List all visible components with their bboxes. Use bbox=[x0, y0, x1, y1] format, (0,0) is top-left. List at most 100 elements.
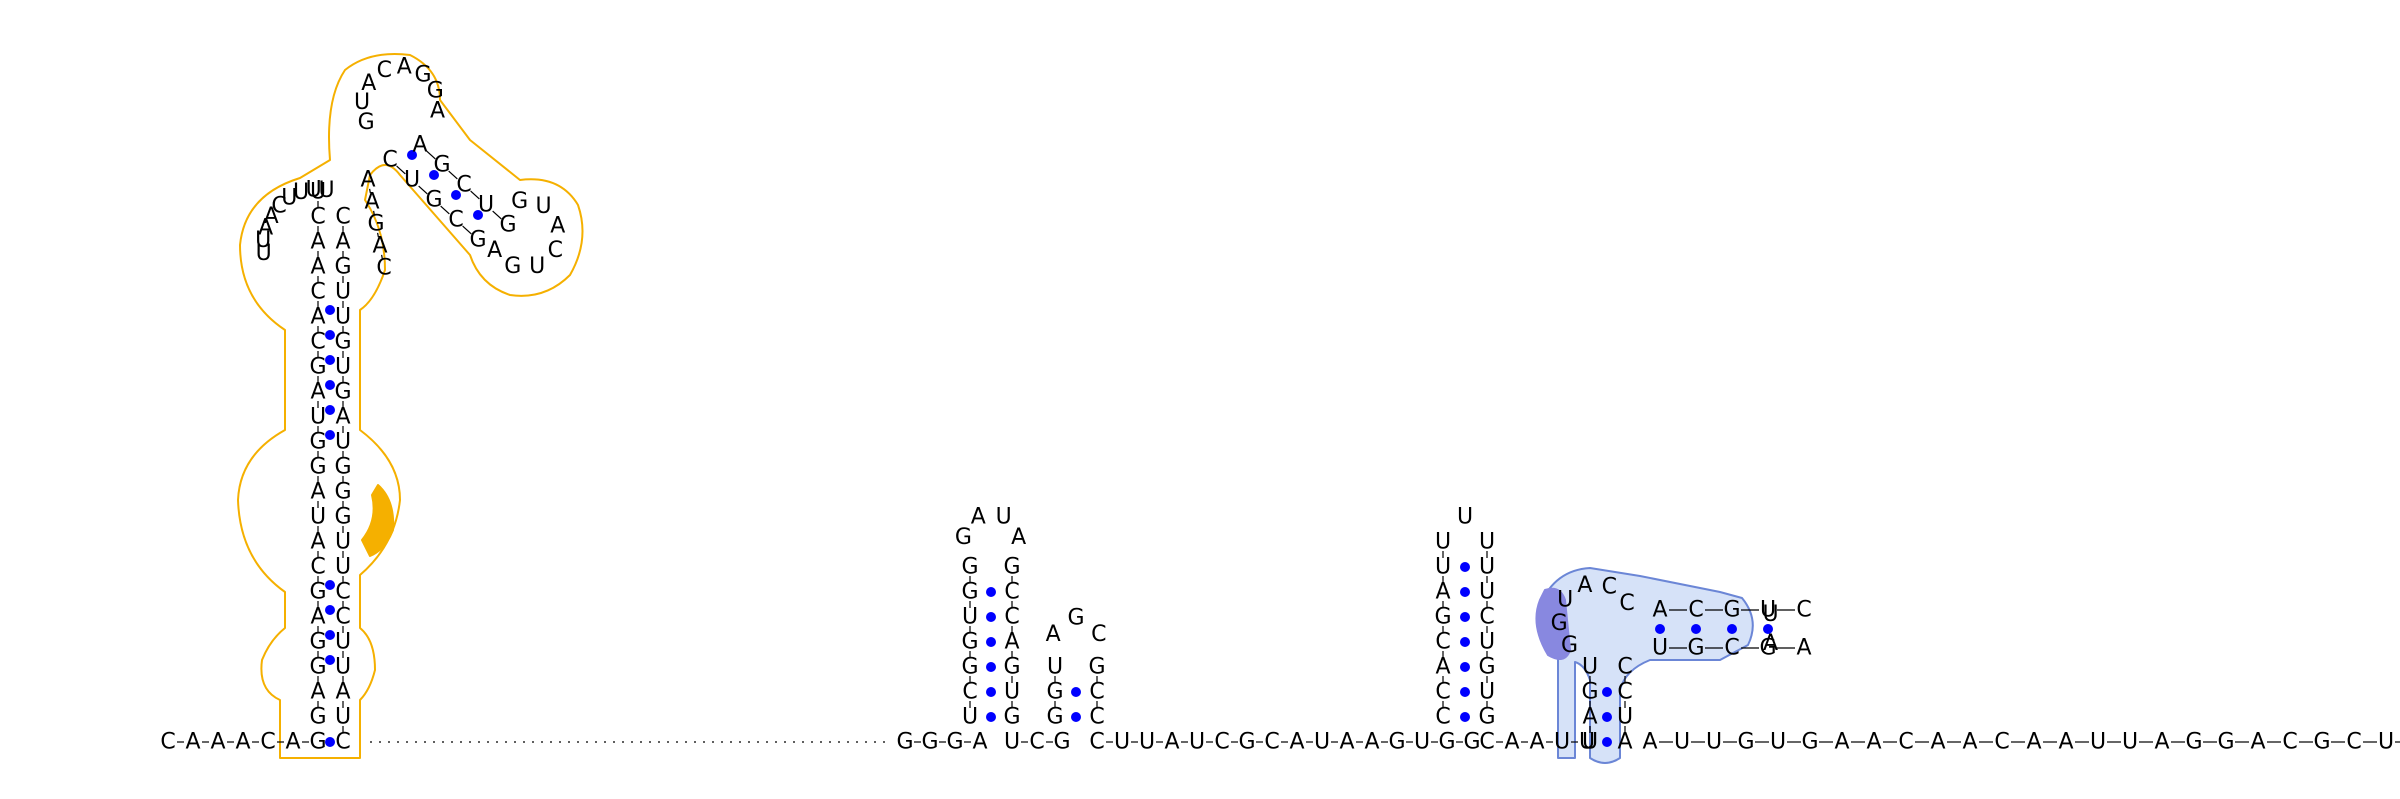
nucleotide-3prime: U bbox=[1706, 730, 1722, 755]
nucleotide-middle: C bbox=[1479, 730, 1494, 755]
nucleotide-hairpin-b-loop: A bbox=[550, 214, 565, 239]
base-pair-dot bbox=[325, 355, 335, 365]
nucleotide-hairpin-mid-1: C bbox=[962, 680, 977, 705]
nucleotide-5prime: G bbox=[309, 730, 326, 755]
nucleotide-hairpin-b-loop: G bbox=[504, 254, 521, 279]
base-pair-dot bbox=[451, 190, 461, 200]
nucleotide-multiloop: U bbox=[256, 241, 272, 266]
orange-highlight-outline bbox=[237, 53, 584, 759]
nucleotide-right-column: G bbox=[334, 455, 351, 480]
nucleotide-hairpin-mid-3: C bbox=[1435, 630, 1450, 655]
nucleotide-right-structure: C bbox=[1617, 680, 1632, 705]
nucleotide-3prime: C bbox=[2346, 730, 2361, 755]
nucleotide-right-column: A bbox=[335, 405, 350, 430]
nucleotide-multiloop: C bbox=[271, 194, 286, 219]
base-pair-dot bbox=[1071, 687, 1081, 697]
nucleotide-3prime: U bbox=[2122, 730, 2138, 755]
nucleotide-3prime: A bbox=[2026, 730, 2041, 755]
base-pair-dot bbox=[986, 662, 996, 672]
base-pair-dot bbox=[325, 580, 335, 590]
nucleotide-right-loop: G bbox=[1551, 611, 1568, 636]
backbone-segment bbox=[381, 254, 383, 260]
nucleotide-hairpin-b: G bbox=[499, 213, 516, 238]
nucleotide-3prime: U bbox=[2090, 730, 2106, 755]
nucleotide-middle: U bbox=[1579, 730, 1595, 755]
purple-highlight-marker bbox=[1535, 587, 1571, 660]
nucleotide-hairpin-mid-2: G bbox=[1088, 655, 1105, 680]
nucleotide-hairpin-b: C bbox=[382, 148, 397, 173]
base-pair-dot bbox=[1655, 624, 1665, 634]
backbone-segment bbox=[418, 185, 428, 195]
nucleotide-hairpin-b: A bbox=[412, 133, 427, 158]
nucleotide-middle: G bbox=[1463, 730, 1480, 755]
nucleotide-hairpin-mid-2-loop: G bbox=[1067, 606, 1084, 631]
nucleotide-hairpin-a: G bbox=[414, 62, 431, 87]
structure-highlights bbox=[237, 53, 1754, 764]
nucleotide-3prime: A bbox=[2250, 730, 2265, 755]
nucleotide-right-structure: A bbox=[1617, 730, 1632, 755]
base-pair-dot bbox=[1727, 624, 1737, 634]
base-pair-dot bbox=[986, 587, 996, 597]
nucleotide-right-column: A bbox=[335, 230, 350, 255]
nucleotide-hairpin-mid-1: U bbox=[1004, 680, 1020, 705]
nucleotide-middle: G bbox=[921, 730, 938, 755]
nucleotide-hairpin-b-loop: A bbox=[487, 238, 502, 263]
nucleotide-right-column: C bbox=[335, 730, 350, 755]
nucleotide-right-arm: G bbox=[1759, 636, 1776, 661]
nucleotide-middle: U bbox=[1139, 730, 1155, 755]
base-pair-dot bbox=[1763, 624, 1773, 634]
nucleotide-right-structure: U bbox=[1582, 655, 1598, 680]
nucleotide-multiloop: U bbox=[293, 180, 309, 205]
nucleotide-right-column: G bbox=[334, 330, 351, 355]
nucleotide-middle: A bbox=[1504, 730, 1519, 755]
nucleotide-3prime: A bbox=[1642, 730, 1657, 755]
nucleotide-hairpin-mid-2: G bbox=[1046, 680, 1063, 705]
nucleotide-left-column: C bbox=[310, 280, 325, 305]
base-pair-dot bbox=[1460, 612, 1470, 622]
nucleotide-hairpin-mid-3: U bbox=[1479, 580, 1495, 605]
nucleotide-multiloop: U bbox=[255, 228, 271, 253]
nucleotide-hairpin-mid-1: G bbox=[1003, 655, 1020, 680]
nucleotide-3prime: C bbox=[1898, 730, 1913, 755]
nucleotide-hairpin-mid-3: U bbox=[1479, 630, 1495, 655]
nucleotide-hairpin-b: G bbox=[469, 228, 486, 253]
nucleotide-hairpin-mid-3: G bbox=[1434, 605, 1451, 630]
nucleotide-middle: A bbox=[1339, 730, 1354, 755]
nucleotide-middle: G bbox=[896, 730, 913, 755]
nucleotide-right-column: C bbox=[335, 605, 350, 630]
nucleotide-hairpin-mid-2-loop: A bbox=[1046, 622, 1061, 647]
nucleotide-hairpin-mid-1-loop: U bbox=[996, 505, 1012, 530]
nucleotide-hairpin-mid-1-loop: A bbox=[971, 505, 986, 530]
base-pair-dot bbox=[1071, 712, 1081, 722]
nucleotide-right-loop: C bbox=[1602, 574, 1617, 599]
nucleotide-right-structure: C bbox=[1617, 655, 1632, 680]
base-pair-dot bbox=[429, 170, 439, 180]
nucleotide-right-arm: C bbox=[1796, 598, 1811, 623]
base-pair-dots bbox=[325, 150, 1773, 747]
nucleotide-hairpin-b: C bbox=[456, 173, 471, 198]
nucleotide-hairpin-mid-1: C bbox=[1004, 605, 1019, 630]
nucleotide-middle: G bbox=[1438, 730, 1455, 755]
nucleotide-hairpin-b: C bbox=[448, 208, 463, 233]
nucleotide-hairpin-mid-3: U bbox=[1435, 530, 1451, 555]
nucleotide-right-arm: G bbox=[1687, 636, 1704, 661]
nucleotide-right-column: U bbox=[335, 355, 351, 380]
nucleotide-left-column: A bbox=[310, 380, 325, 405]
base-pair-dot bbox=[1460, 662, 1470, 672]
nucleotide-3prime: A bbox=[1962, 730, 1977, 755]
nucleotide-hairpin-b-loop: G bbox=[511, 189, 528, 214]
nucleotide-right-arm: U bbox=[1760, 598, 1776, 623]
nucleotide-hairpin-mid-1: U bbox=[962, 705, 978, 730]
nucleotide-left-column: C bbox=[310, 330, 325, 355]
nucleotide-right-column: U bbox=[335, 280, 351, 305]
base-pair-dot bbox=[325, 405, 335, 415]
nucleotide-3prime: U bbox=[1770, 730, 1786, 755]
nucleotide-3prime: G bbox=[2217, 730, 2234, 755]
nucleotide-middle: G bbox=[1388, 730, 1405, 755]
nucleotide-3prime: G bbox=[1801, 730, 1818, 755]
nucleotide-multiloop: A bbox=[360, 168, 375, 193]
nucleotide-left-column: G bbox=[309, 580, 326, 605]
base-pair-dot bbox=[986, 687, 996, 697]
nucleotide-hairpin-b: U bbox=[404, 168, 420, 193]
nucleotide-hairpin-a: G bbox=[427, 78, 444, 103]
